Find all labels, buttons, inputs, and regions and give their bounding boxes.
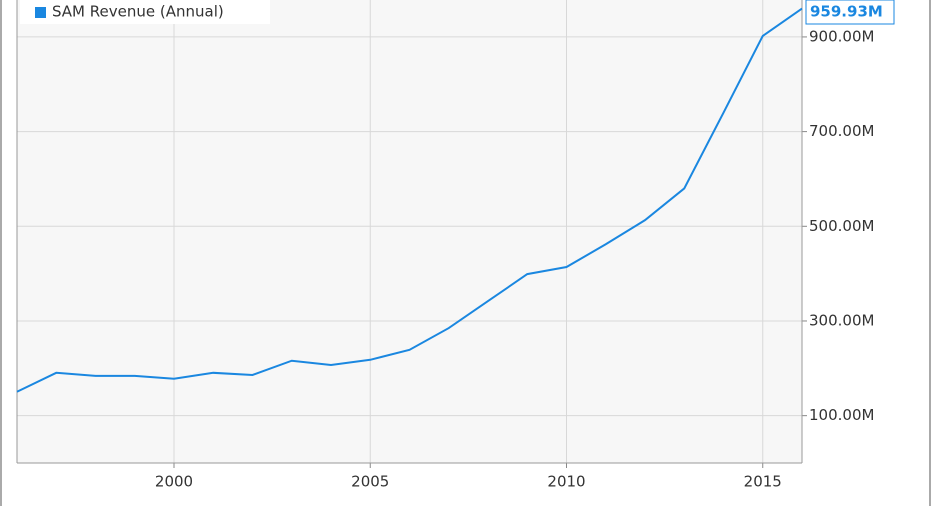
value-label: 959.93M	[810, 3, 883, 21]
x-tick-label: 2000	[155, 473, 193, 491]
y-tick-label: 900.00M	[809, 27, 874, 45]
legend-label: SAM Revenue (Annual)	[52, 3, 224, 21]
line-series	[16, 7, 803, 393]
y-tick-label: 300.00M	[809, 311, 874, 329]
y-tick-label: 100.00M	[809, 406, 874, 424]
plot-area	[17, 0, 802, 463]
legend-box	[20, 0, 270, 24]
value-label-box	[805, 0, 895, 25]
legend-swatch	[35, 7, 46, 18]
x-tick-label: 2005	[351, 473, 389, 491]
y-tick-label: 500.00M	[809, 217, 874, 235]
x-tick-label: 2015	[744, 473, 782, 491]
y-tick-label: 700.00M	[809, 122, 874, 140]
x-tick-label: 2010	[547, 473, 585, 491]
